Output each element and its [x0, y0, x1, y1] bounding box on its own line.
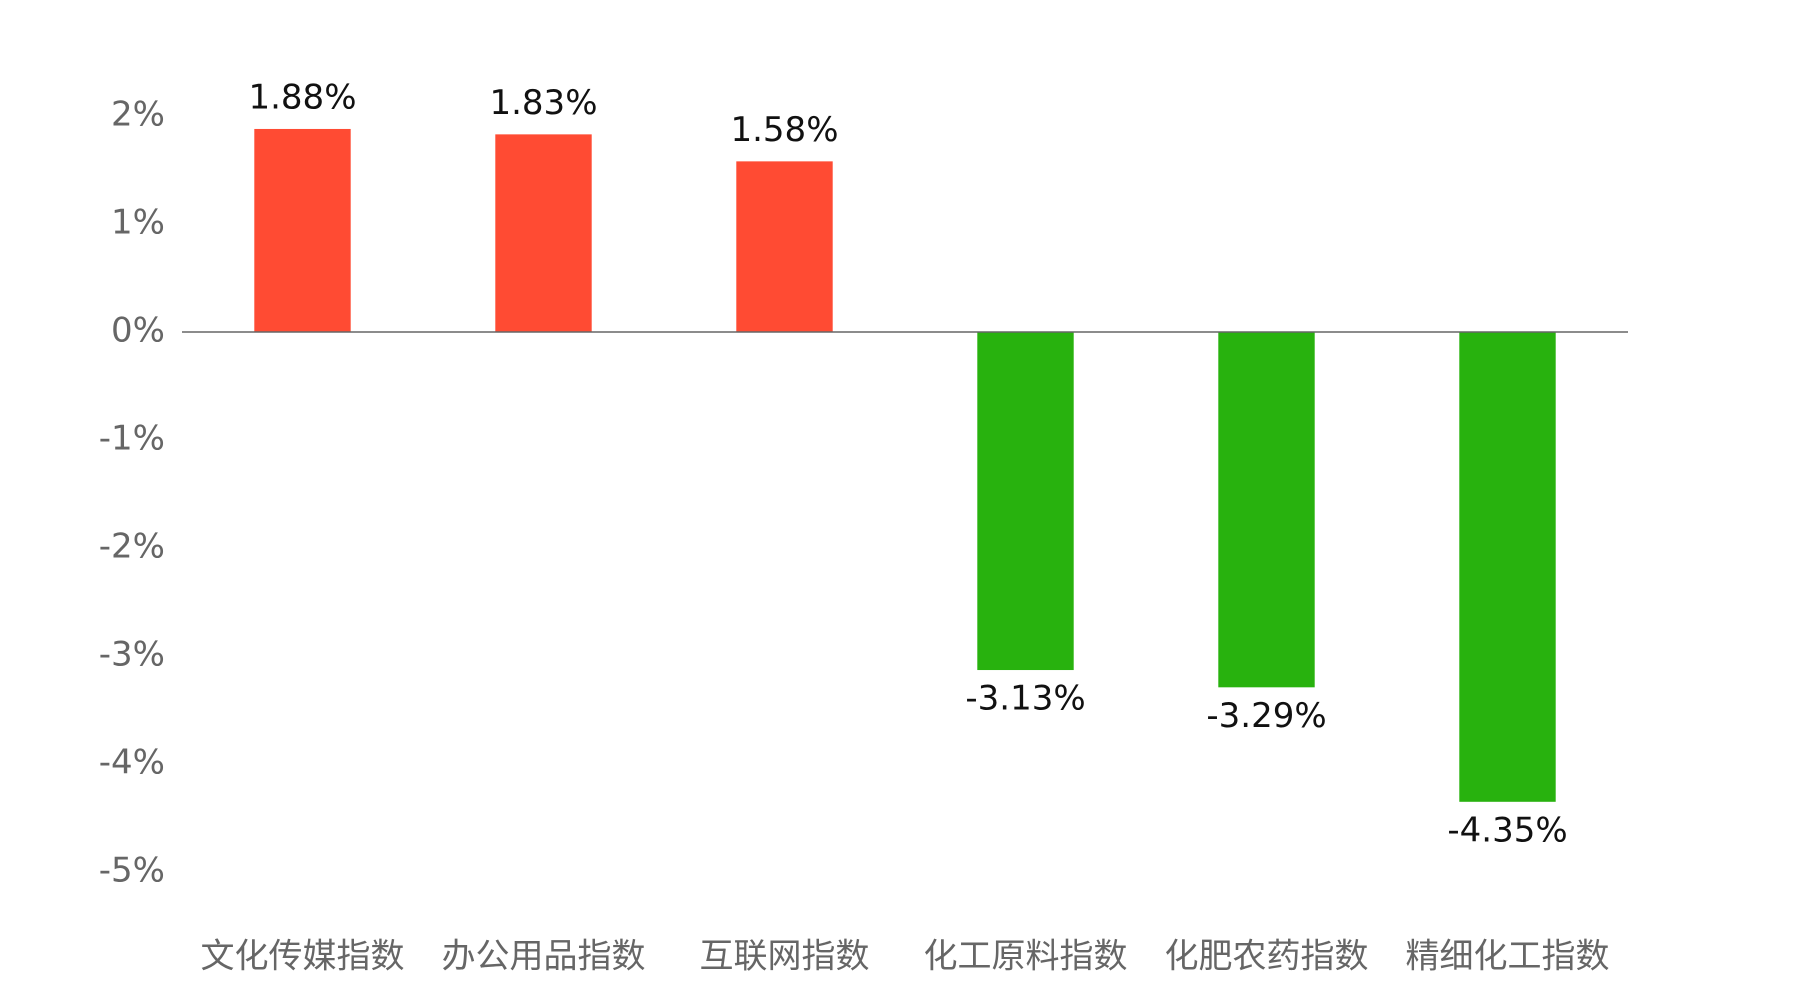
value-label: -3.13%: [965, 679, 1085, 719]
value-label: 1.58%: [730, 110, 838, 150]
x-tick-label: 互联网指数: [700, 937, 870, 977]
bar: [1218, 332, 1315, 688]
x-tick-label: 文化传媒指数: [201, 937, 405, 977]
y-tick-label: 0%: [111, 311, 165, 351]
value-label: 1.83%: [489, 83, 597, 123]
x-tick-label: 化工原料指数: [924, 937, 1128, 977]
y-tick-label: -1%: [99, 419, 165, 459]
bar: [495, 134, 592, 332]
x-tick-label: 精细化工指数: [1406, 937, 1610, 977]
value-label: 1.88%: [248, 77, 356, 117]
y-tick-label: -3%: [99, 635, 165, 675]
bar: [977, 332, 1074, 671]
bar: [736, 161, 833, 332]
y-tick-label: 2%: [111, 95, 165, 135]
y-tick-label: -4%: [99, 743, 165, 783]
y-tick-label: -5%: [99, 851, 165, 891]
y-tick-label: 1%: [111, 203, 165, 243]
x-tick-label: 化肥农药指数: [1165, 937, 1369, 977]
value-label: -4.35%: [1447, 810, 1567, 850]
y-tick-label: -2%: [99, 527, 165, 567]
value-label: -3.29%: [1206, 696, 1326, 736]
bar: [1459, 332, 1556, 802]
x-tick-label: 办公用品指数: [442, 937, 646, 977]
bar: [254, 128, 351, 332]
